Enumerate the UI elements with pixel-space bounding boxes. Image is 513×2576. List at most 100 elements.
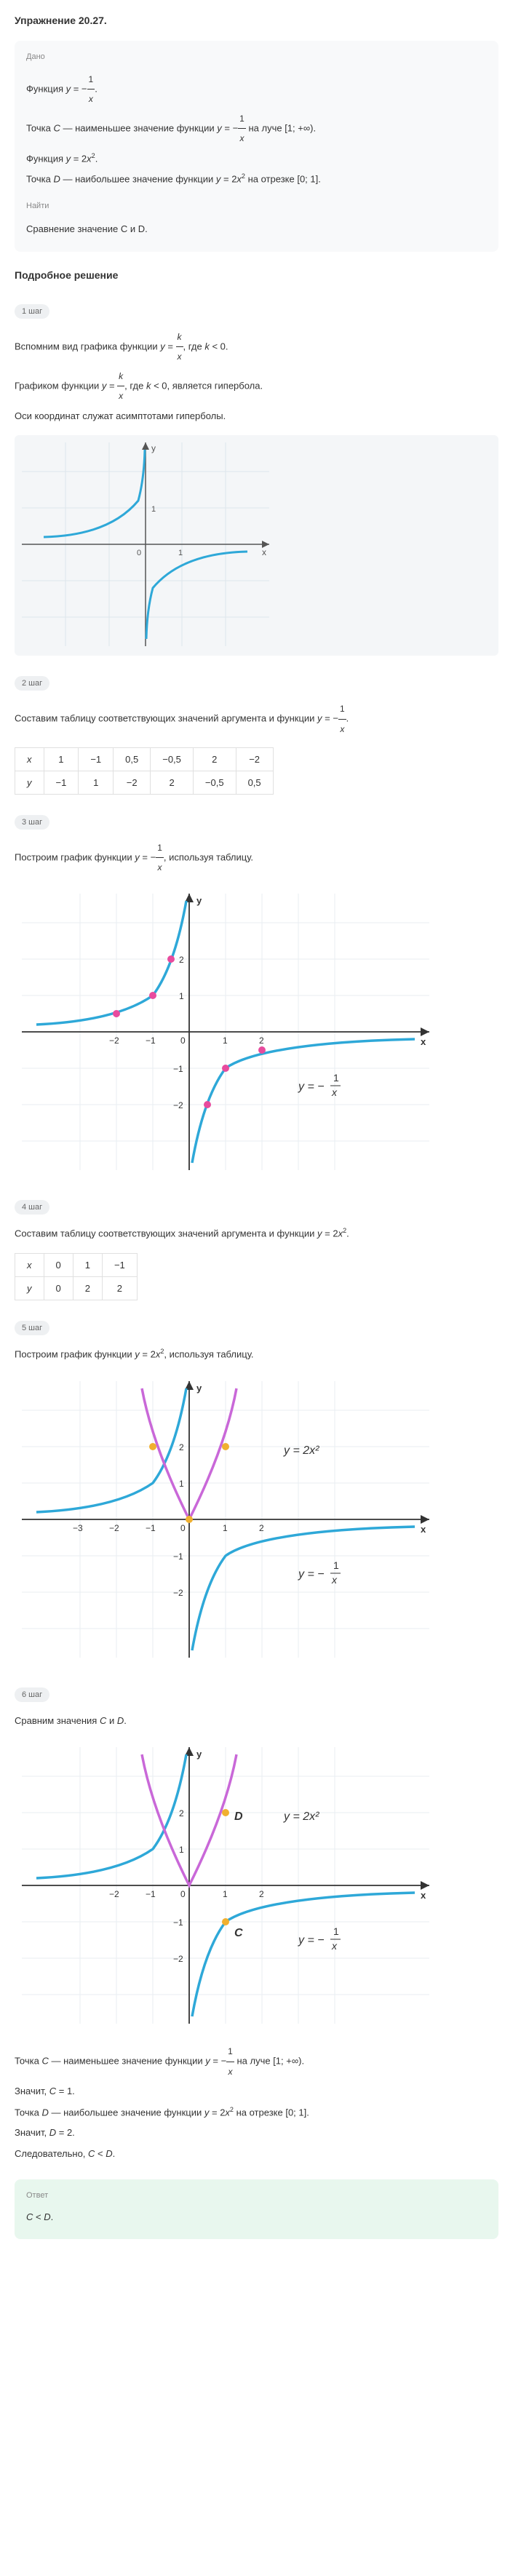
svg-text:1: 1 xyxy=(179,991,184,1001)
svg-text:x: x xyxy=(262,547,266,557)
given-label: Дано xyxy=(26,52,487,61)
svg-text:−1: −1 xyxy=(173,1917,183,1928)
step-text: Построим график функции y = 2x2, использ… xyxy=(15,1344,498,1365)
svg-text:0: 0 xyxy=(180,1035,186,1046)
svg-text:1: 1 xyxy=(223,1523,228,1533)
svg-text:−1: −1 xyxy=(173,1064,183,1074)
given-section: Дано Функция y = −1x. Точка C — наименьш… xyxy=(15,41,498,252)
step-badge: 1 шаг xyxy=(15,304,49,319)
svg-text:1: 1 xyxy=(333,1925,339,1937)
given-text: Функция y = −1x. Точка C — наименьшее зн… xyxy=(26,70,487,190)
answer-text: C < D. xyxy=(26,2207,487,2228)
svg-text:1: 1 xyxy=(179,1479,184,1489)
table-cell: 1 xyxy=(73,1253,102,1276)
svg-text:y: y xyxy=(196,1383,202,1394)
table-cell: −2 xyxy=(236,747,273,771)
svg-text:2: 2 xyxy=(259,1035,264,1046)
step-text: Вспомним вид графика функции y = kx, где… xyxy=(15,327,498,426)
table-cell: 0 xyxy=(44,1253,73,1276)
solution-title: Подробное решение xyxy=(15,269,498,281)
svg-text:−1: −1 xyxy=(146,1035,156,1046)
table-cell: 2 xyxy=(102,1276,137,1300)
svg-text:1: 1 xyxy=(333,1559,339,1571)
svg-text:0: 0 xyxy=(180,1523,186,1533)
svg-text:−2: −2 xyxy=(173,1954,183,1964)
step-text: Сравним значения C и D. xyxy=(15,1711,498,1732)
table-cell: −2 xyxy=(114,771,151,794)
svg-text:2: 2 xyxy=(259,1889,264,1899)
svg-text:D: D xyxy=(234,1810,243,1823)
table-cell: 0 xyxy=(44,1276,73,1300)
svg-text:x: x xyxy=(421,1036,426,1047)
svg-text:x: x xyxy=(331,1086,338,1098)
table-step2: x1−10,5−0,52−2 y−11−22−0,50,5 xyxy=(15,747,498,795)
svg-text:C: C xyxy=(234,1927,243,1939)
svg-text:1: 1 xyxy=(178,549,183,557)
svg-text:−2: −2 xyxy=(173,1100,183,1110)
svg-text:−1: −1 xyxy=(173,1551,183,1562)
step-2: 2 шаг Составим таблицу соответствующих з… xyxy=(15,664,498,795)
step-5: 5 шаг Построим график функции y = 2x2, и… xyxy=(15,1309,498,1667)
svg-text:−2: −2 xyxy=(109,1035,119,1046)
svg-text:2: 2 xyxy=(259,1523,264,1533)
step-badge: 3 шаг xyxy=(15,815,49,830)
graph-6: x y 0 12 −1−2 12 −1−2 D C y = 2x² y = − … xyxy=(15,1740,498,2033)
svg-text:x: x xyxy=(331,1940,338,1952)
table-cell: 1 xyxy=(79,771,114,794)
svg-text:0: 0 xyxy=(137,549,141,557)
table-cell: 2 xyxy=(151,771,194,794)
table-cell: −1 xyxy=(79,747,114,771)
svg-text:1: 1 xyxy=(151,505,156,514)
step-1: 1 шаг Вспомним вид графика функции y = k… xyxy=(15,293,498,656)
table-cell: 1 xyxy=(44,747,79,771)
svg-text:y = −: y = − xyxy=(298,1568,325,1581)
svg-text:y = −: y = − xyxy=(298,1934,325,1947)
step-text: Составим таблицу соответствующих значени… xyxy=(15,699,498,739)
step-3: 3 шаг Построим график функции y = −1x, и… xyxy=(15,803,498,1180)
svg-text:y: y xyxy=(196,895,202,906)
svg-text:−3: −3 xyxy=(73,1523,83,1533)
svg-text:2: 2 xyxy=(179,1808,184,1818)
graph-5: x y 0 12 −1−2−3 12 −1−2 y = 2x² y = − 1 … xyxy=(15,1374,498,1667)
svg-text:−1: −1 xyxy=(146,1889,156,1899)
table-cell: y xyxy=(15,771,44,794)
table-cell: −0,5 xyxy=(193,771,236,794)
svg-text:x: x xyxy=(421,1524,426,1535)
table-cell: 2 xyxy=(73,1276,102,1300)
svg-text:0: 0 xyxy=(180,1889,186,1899)
svg-text:−2: −2 xyxy=(173,1588,183,1598)
table-step4: x01−1 y022 xyxy=(15,1253,498,1300)
step-6: 6 шаг Сравним значения C и D. x y 0 xyxy=(15,1676,498,2165)
step-text: Составим таблицу соответствующих значени… xyxy=(15,1223,498,1244)
step-text: Построим график функции y = −1x, использ… xyxy=(15,838,498,878)
find-label: Найти xyxy=(26,202,487,210)
svg-text:−2: −2 xyxy=(109,1889,119,1899)
svg-text:y = 2x²: y = 2x² xyxy=(283,1810,319,1823)
svg-text:x: x xyxy=(331,1574,338,1586)
step-badge: 2 шаг xyxy=(15,676,49,691)
graph-3: x y 0 12 −1−2 12 −1−2 y = − 1 x xyxy=(15,886,498,1180)
svg-text:1: 1 xyxy=(333,1072,339,1084)
table-cell: 2 xyxy=(193,747,236,771)
find-text: Сравнение значение C и D. xyxy=(26,219,487,240)
answer-label: Ответ xyxy=(26,2191,487,2200)
svg-text:1: 1 xyxy=(223,1889,228,1899)
svg-text:1: 1 xyxy=(179,1845,184,1855)
table-cell: 0,5 xyxy=(236,771,273,794)
graph-1: x y 0 1 1 xyxy=(15,435,498,656)
table-cell: y xyxy=(15,1276,44,1300)
exercise-title: Упражнение 20.27. xyxy=(15,15,498,26)
table-cell: 0,5 xyxy=(114,747,151,771)
answer-section: Ответ C < D. xyxy=(15,2179,498,2240)
table-cell: −1 xyxy=(102,1253,137,1276)
step-after: Точка C — наименьшее значение функции y … xyxy=(15,2042,498,2164)
svg-text:y: y xyxy=(151,443,156,453)
table-cell: x xyxy=(15,747,44,771)
step-badge: 6 шаг xyxy=(15,1687,49,1702)
table-cell: x xyxy=(15,1253,44,1276)
svg-text:−1: −1 xyxy=(146,1523,156,1533)
svg-text:1: 1 xyxy=(223,1035,228,1046)
svg-text:y: y xyxy=(196,1749,202,1760)
table-cell: −1 xyxy=(44,771,79,794)
step-4: 4 шаг Составим таблицу соответствующих з… xyxy=(15,1188,498,1300)
